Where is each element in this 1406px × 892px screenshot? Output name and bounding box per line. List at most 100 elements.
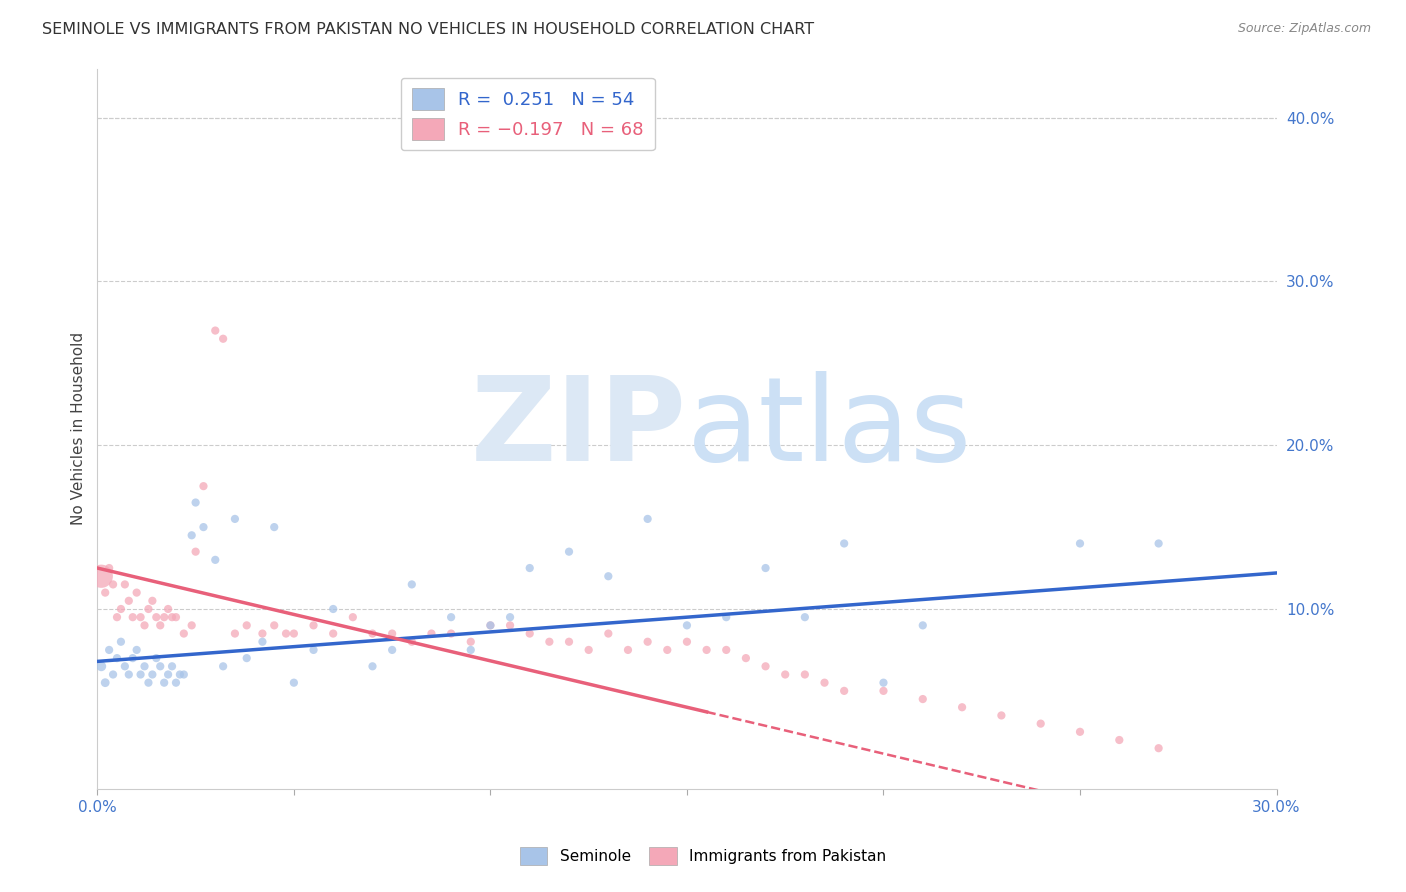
Point [657,643,679,657]
Point [617,643,640,657]
Point [118,667,141,681]
Point [342,610,364,624]
Point [98,561,121,575]
Point [224,512,246,526]
Point [90,569,112,583]
Point [149,618,172,632]
Point [558,544,581,558]
Point [145,610,167,624]
Point [676,634,699,648]
Point [381,643,404,657]
Point [153,675,176,690]
Point [283,626,305,640]
Point [129,667,152,681]
Point [832,536,855,550]
Point [499,610,522,624]
Point [180,618,202,632]
Point [872,675,894,690]
Point [302,618,325,632]
Point [165,675,187,690]
Point [157,602,180,616]
Point [118,594,141,608]
Point [911,618,934,632]
Point [716,610,738,624]
Point [105,651,128,665]
Point [499,618,522,632]
Point [134,618,156,632]
Point [754,659,776,673]
Point [125,585,148,599]
Point [101,667,124,681]
Point [193,520,215,534]
Point [793,610,815,624]
Point [224,626,246,640]
Point [149,659,172,673]
Point [235,651,257,665]
Point [274,626,297,640]
Point [125,643,148,657]
Point [173,667,195,681]
Point [263,618,285,632]
Point [754,561,776,575]
Point [872,684,894,698]
Text: atlas: atlas [688,371,973,486]
Point [157,667,180,681]
Point [1147,536,1170,550]
Point [129,610,152,624]
Point [283,675,305,690]
Point [361,659,384,673]
Point [252,626,274,640]
Point [121,610,143,624]
Point [460,643,482,657]
Point [94,675,117,690]
Point [169,667,191,681]
Point [302,643,325,657]
Point [138,675,160,690]
Point [121,651,143,665]
Point [322,626,344,640]
Point [94,585,117,599]
Point [381,626,404,640]
Point [184,495,207,509]
Point [263,520,285,534]
Point [193,479,215,493]
Legend: Seminole, Immigrants from Pakistan: Seminole, Immigrants from Pakistan [513,841,893,871]
Text: SEMINOLE VS IMMIGRANTS FROM PAKISTAN NO VEHICLES IN HOUSEHOLD CORRELATION CHART: SEMINOLE VS IMMIGRANTS FROM PAKISTAN NO … [42,22,814,37]
Legend: R =  0.251   N = 54, R = −0.197   N = 68: R = 0.251 N = 54, R = −0.197 N = 68 [401,78,655,151]
Point [173,626,195,640]
Point [460,634,482,648]
Point [141,594,163,608]
Point [160,610,183,624]
Text: ZIP: ZIP [471,371,688,486]
Point [696,643,718,657]
Point [440,626,463,640]
Point [184,544,207,558]
Point [1147,741,1170,756]
Point [141,667,163,681]
Point [911,692,934,706]
Point [114,659,136,673]
Point [637,634,659,648]
Point [1069,536,1091,550]
Point [322,602,344,616]
Point [235,618,257,632]
Point [160,659,183,673]
Point [114,577,136,591]
Point [558,634,581,648]
Point [1108,733,1130,747]
Point [165,610,187,624]
Point [401,577,423,591]
Point [598,626,620,640]
Point [361,626,384,640]
Point [180,528,202,542]
Point [110,634,132,648]
Point [735,651,758,665]
Point [832,684,855,698]
Point [676,618,699,632]
Point [420,626,443,640]
Point [134,659,156,673]
Point [1069,724,1091,739]
Point [519,561,541,575]
Point [950,700,973,714]
Point [138,602,160,616]
